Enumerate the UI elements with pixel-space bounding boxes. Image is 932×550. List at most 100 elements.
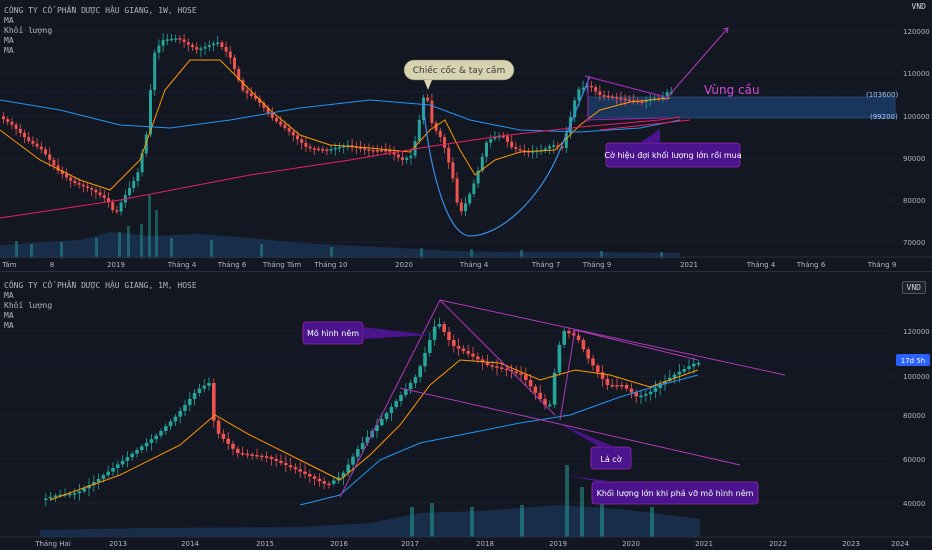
monthly-candle xyxy=(394,401,398,407)
monthly-chart-pane[interactable]: 120000 100000 80000 60000 40000 17d 5h Mô hình… xyxy=(0,275,932,550)
monthly-candle xyxy=(188,399,192,405)
weekly-x-tick: 2019 xyxy=(107,261,125,269)
weekly-candle xyxy=(632,100,635,102)
weekly-volume-bar xyxy=(140,224,143,258)
monthly-volume-bar xyxy=(520,505,524,537)
monthly-y-tick: 120000 xyxy=(903,328,930,336)
weekly-candle xyxy=(287,128,291,132)
monthly-currency-unit[interactable]: VND xyxy=(901,281,926,294)
weekly-legend-ma-1[interactable]: MA xyxy=(4,16,14,25)
monthly-volume-bar xyxy=(580,487,584,537)
monthly-candle xyxy=(519,373,523,375)
weekly-candle xyxy=(308,146,312,149)
monthly-candle xyxy=(452,340,456,346)
weekly-candle xyxy=(31,140,35,144)
monthly-candle xyxy=(351,456,355,465)
weekly-candle xyxy=(170,38,173,41)
monthly-candle xyxy=(226,438,230,444)
wedge-callout-pointer xyxy=(363,327,430,339)
monthly-x-tick: 2020 xyxy=(622,540,640,548)
monthly-candle xyxy=(384,413,389,419)
weekly-candle xyxy=(119,202,123,212)
weekly-legend-volume[interactable]: Khối lượng xyxy=(4,26,53,35)
monthly-y-tick: 60000 xyxy=(903,456,925,464)
weekly-candle xyxy=(220,42,224,47)
monthly-candle xyxy=(404,389,408,395)
cup-and-handle-label: Chiếc cốc & tay cầm xyxy=(413,65,505,76)
weekly-candle xyxy=(262,102,266,108)
monthly-candle xyxy=(644,394,648,396)
flag-line-lower xyxy=(399,387,741,466)
weekly-candle xyxy=(14,124,18,129)
weekly-candle xyxy=(18,128,22,133)
monthly-candle xyxy=(557,344,562,373)
weekly-x-tick: Tháng Tám xyxy=(262,261,302,269)
monthly-legend-volume[interactable]: Khối lượng xyxy=(4,301,53,310)
monthly-candle xyxy=(605,378,610,385)
weekly-candle xyxy=(94,189,98,193)
monthly-candle xyxy=(298,469,302,472)
monthly-legend-ma-3[interactable]: MA xyxy=(4,321,14,330)
weekly-ma-blue xyxy=(0,99,681,133)
monthly-legend-ma-1[interactable]: MA xyxy=(4,291,14,300)
monthly-candle xyxy=(466,351,470,354)
weekly-candle xyxy=(510,141,514,148)
monthly-volume-bar xyxy=(650,507,654,537)
monthly-candle xyxy=(375,425,379,431)
weekly-candle xyxy=(468,194,472,204)
weekly-volume-bar xyxy=(60,242,63,258)
weekly-candle xyxy=(182,39,186,43)
monthly-x-tick: 2016 xyxy=(330,540,348,548)
monthly-candle xyxy=(586,349,590,359)
weekly-candle xyxy=(506,136,509,142)
pane-divider[interactable] xyxy=(0,271,932,272)
monthly-legend-ma-2[interactable]: MA xyxy=(4,311,14,320)
weekly-candle xyxy=(611,96,614,98)
weekly-candle xyxy=(552,145,556,147)
monthly-legend-title: CÔNG TY CỔ PHẦN DƯỢC HẬU GIANG, 1M, HOSE xyxy=(4,281,197,290)
monthly-candle xyxy=(116,464,120,468)
monthly-x-tick: 2017 xyxy=(401,540,419,548)
monthly-candle xyxy=(197,388,202,393)
monthly-candle xyxy=(418,366,422,377)
monthly-candle xyxy=(442,324,446,332)
monthly-candle xyxy=(168,421,173,427)
monthly-candle xyxy=(149,439,154,443)
weekly-price-tag-lower: (99200) xyxy=(870,113,898,121)
weekly-candle xyxy=(619,97,623,100)
weekly-candle xyxy=(296,135,299,140)
weekly-candle xyxy=(518,148,522,151)
weekly-chart-canvas[interactable]: 120000 110000 100000 90000 80000 70000 (103600… xyxy=(0,0,932,271)
monthly-candle xyxy=(447,332,451,340)
weekly-candle xyxy=(161,39,165,46)
monthly-chart-canvas[interactable]: 120000 100000 80000 60000 40000 17d 5h Mô hình… xyxy=(0,275,932,550)
weekly-y-tick: 110000 xyxy=(903,70,930,78)
weekly-candle xyxy=(409,155,413,158)
weekly-volume-bar xyxy=(15,241,18,258)
weekly-candle xyxy=(107,198,110,203)
weekly-price-tag-upper: (103600) xyxy=(866,91,898,99)
flag-note-label: Cờ hiệu đợi khối lượng lớn rồi mua xyxy=(604,150,741,160)
weekly-candle xyxy=(514,147,518,149)
monthly-candle xyxy=(581,340,586,350)
demand-zone-box xyxy=(587,96,896,119)
weekly-candle xyxy=(350,145,354,147)
weekly-candle xyxy=(300,139,304,143)
monthly-candle xyxy=(485,362,490,366)
weekly-x-tick: Tháng 10 xyxy=(313,261,347,269)
flag-note-box xyxy=(605,142,741,168)
weekly-candle xyxy=(224,46,228,52)
weekly-chart-pane[interactable]: 120000 110000 100000 90000 80000 70000 (103600… xyxy=(0,0,932,271)
monthly-candle xyxy=(648,391,653,395)
weekly-x-tick: 2021 xyxy=(680,261,698,269)
monthly-candle xyxy=(567,331,571,334)
weekly-legend-ma-3[interactable]: MA xyxy=(4,46,14,55)
cup-callout-pointer xyxy=(424,80,432,90)
weekly-candle xyxy=(627,99,631,102)
weekly-legend-ma-2[interactable]: MA xyxy=(4,36,14,45)
weekly-candle xyxy=(304,142,308,147)
monthly-candle xyxy=(192,393,197,399)
monthly-candle xyxy=(509,369,514,372)
monthly-candle xyxy=(68,493,72,496)
monthly-candle xyxy=(682,369,686,372)
